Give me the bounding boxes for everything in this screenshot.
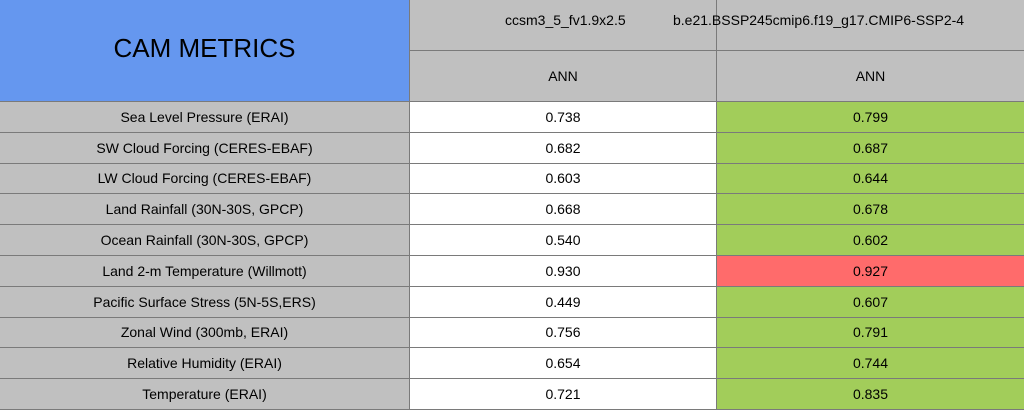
metric-value: 0.738: [410, 102, 717, 133]
case-name: ccsm3_5_fv1.9x2.5: [410, 0, 717, 51]
metric-name: LW Cloud Forcing (CERES-EBAF): [0, 163, 410, 195]
metric-value: 0.668: [410, 194, 717, 226]
metric-name: Zonal Wind (300mb, ERAI): [0, 317, 410, 349]
metric-value: 0.603: [410, 163, 717, 195]
metric-value: 0.927: [717, 256, 1024, 287]
metric-value: 0.644: [717, 163, 1024, 195]
metric-name: Pacific Surface Stress (5N-5S,ERS): [0, 286, 410, 318]
case-cell: [717, 0, 1024, 51]
metric-value: 0.930: [410, 256, 717, 287]
metric-value: 0.687: [717, 132, 1024, 164]
metric-value: 0.721: [410, 379, 717, 410]
metric-value: 0.744: [717, 348, 1024, 380]
metric-name: Land Rainfall (30N-30S, GPCP): [0, 194, 410, 226]
metric-value: 0.449: [410, 286, 717, 318]
metric-value: 0.682: [410, 132, 717, 164]
metric-value: 0.654: [410, 348, 717, 380]
metric-name: Land 2-m Temperature (Willmott): [0, 256, 410, 287]
metric-value: 0.835: [717, 379, 1024, 410]
metric-value: 0.602: [717, 225, 1024, 256]
metric-name: SW Cloud Forcing (CERES-EBAF): [0, 132, 410, 164]
metric-value: 0.678: [717, 194, 1024, 226]
metric-name: Relative Humidity (ERAI): [0, 348, 410, 380]
table-title: CAM METRICS: [0, 0, 410, 102]
metric-value: 0.756: [410, 317, 717, 349]
metric-name: Sea Level Pressure (ERAI): [0, 102, 410, 133]
metric-value: 0.607: [717, 286, 1024, 318]
case-name: b.e21.BSSP245cmip6.f19_g17.CMIP6-SSP2-4: [673, 12, 965, 28]
metric-value: 0.799: [717, 102, 1024, 133]
metric-name: Ocean Rainfall (30N-30S, GPCP): [0, 225, 410, 256]
period: ANN: [410, 51, 717, 102]
metric-value: 0.791: [717, 317, 1024, 349]
metric-value: 0.540: [410, 225, 717, 256]
metric-name: Temperature (ERAI): [0, 379, 410, 410]
period: ANN: [717, 51, 1024, 102]
